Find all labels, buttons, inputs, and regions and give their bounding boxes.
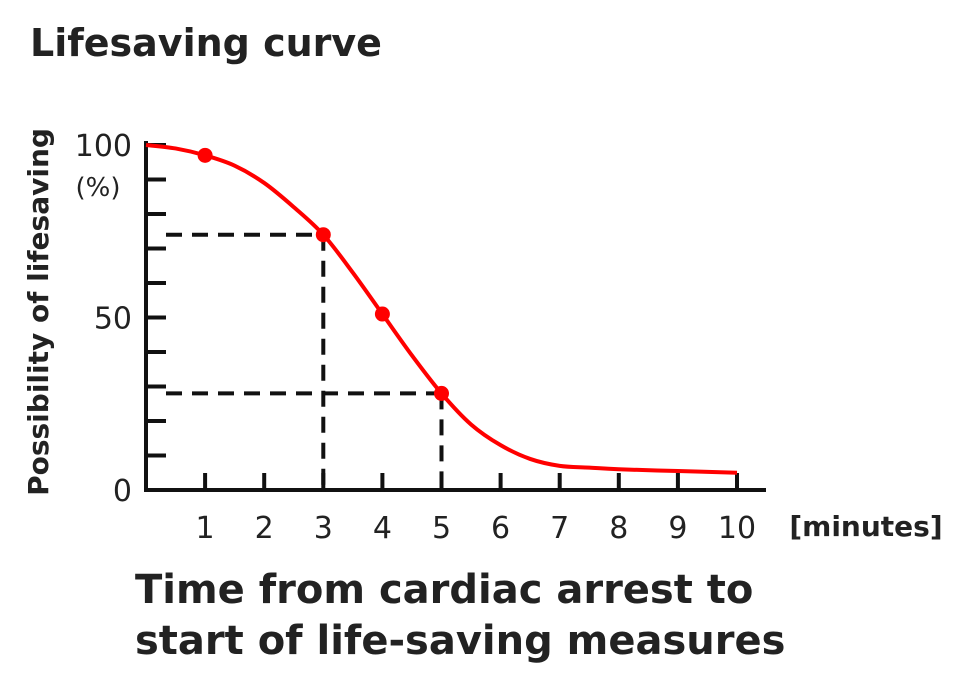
x-axis-label-line-1: Time from cardiac arrest to <box>135 567 753 613</box>
data-point-marker <box>434 385 449 401</box>
x-tick-label: 10 <box>718 511 756 546</box>
y-tick-label: 0 <box>113 474 132 509</box>
x-tick-label: 2 <box>255 511 274 546</box>
x-tick-label: 5 <box>432 511 451 546</box>
y-tick-label: 50 <box>94 302 132 337</box>
x-axis-label-line-2: start of life-saving measures <box>135 618 785 664</box>
data-point-marker <box>315 227 331 243</box>
y-unit-label: (%) <box>76 173 121 203</box>
x-tick-label: 9 <box>668 511 687 546</box>
chart-title: Lifesaving curve <box>30 21 382 65</box>
x-tick-label: 3 <box>314 511 333 546</box>
x-tick-label: 6 <box>491 511 510 546</box>
x-tick-label: 1 <box>196 511 215 546</box>
x-tick-label: 4 <box>373 511 392 546</box>
y-tick-label: 100 <box>75 129 132 164</box>
data-point-marker <box>374 306 390 322</box>
x-tick-label: 7 <box>550 511 569 546</box>
lifesaving-curve <box>145 143 738 475</box>
x-tick-label: 8 <box>609 511 628 546</box>
data-point-marker <box>197 147 213 163</box>
x-unit-label: [minutes] <box>789 510 942 543</box>
y-axis-label: Possibility of lifesaving <box>22 128 55 496</box>
